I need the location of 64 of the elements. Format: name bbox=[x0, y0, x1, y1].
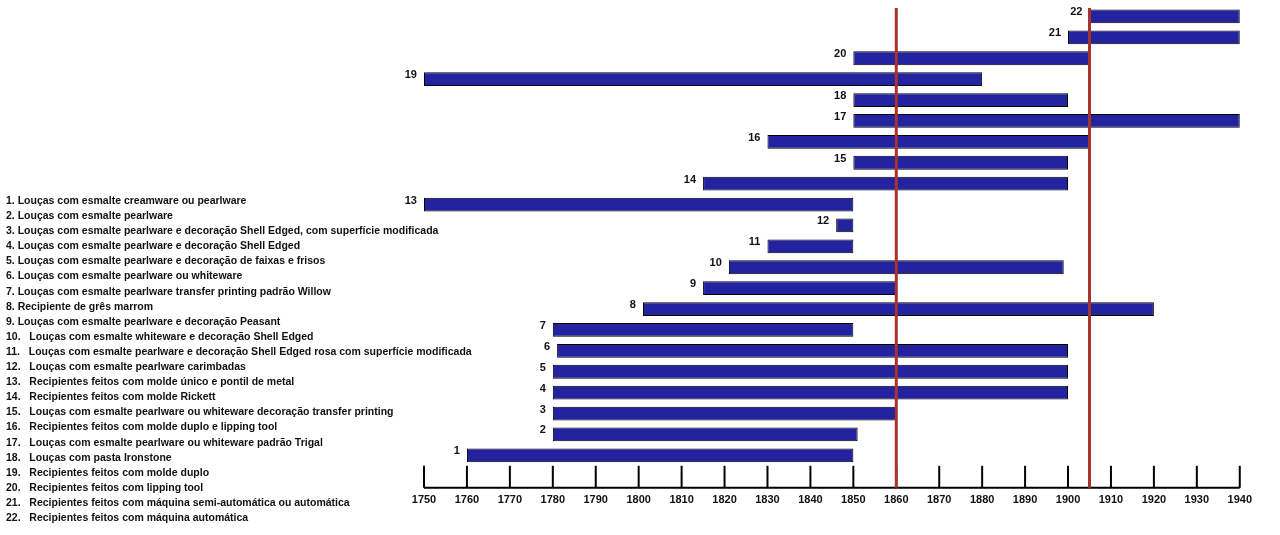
x-tick-label: 1860 bbox=[884, 493, 909, 506]
y-tick-label: 2 bbox=[539, 423, 546, 436]
y-tick-label: 15 bbox=[834, 151, 847, 164]
text: 7. Louças com esmalte pearlware transfer printing padrão Willow bbox=[6, 283, 332, 299]
text: 6. Louças com esmalte pearlware ou whiteware bbox=[6, 268, 244, 284]
text: 1. Louças com esmalte creamware ou pearlware bbox=[6, 194, 247, 206]
y-tick-label: 1 bbox=[453, 444, 460, 457]
y-tick-label: 5 bbox=[539, 360, 546, 373]
text: 10. Louças com esmalte whiteware e decoração Shell Edged bbox=[6, 328, 315, 344]
text: 17. Louças com esmalte pearlware ou whiteware padrão Trigal bbox=[6, 435, 323, 448]
annotation: 3. Louças com esmalte pearlware e decoração Shell Edged, com superfície modificada bbox=[6, 223, 440, 239]
y-tick-label: 8 bbox=[629, 298, 636, 311]
annotation: 11. Louças com esmalte pearlware e decoração Shell Edged rosa com superfície modificada bbox=[6, 343, 472, 359]
x-tick-label: 1840 bbox=[798, 493, 823, 506]
x-tick-label: 1880 bbox=[969, 493, 995, 506]
x-tick-label: 1790 bbox=[583, 493, 608, 506]
x-tick-label: 1800 bbox=[626, 493, 651, 506]
x-tick-label: 1760 bbox=[454, 493, 480, 506]
text: 20. Recipientes feitos com lipping tool bbox=[6, 479, 205, 495]
y-tick-label: 6 bbox=[543, 339, 551, 352]
y-tick-label: 22 bbox=[1070, 5, 1083, 18]
y-tick-label: 21 bbox=[1048, 26, 1062, 39]
x-tick-label: 1820 bbox=[712, 493, 737, 506]
text: 12. Louças com esmalte pearlware carimbadas bbox=[6, 359, 247, 375]
y-tick-label: 7 bbox=[539, 318, 546, 331]
x-tick-label: 1930 bbox=[1184, 493, 1210, 506]
text: 8. Recipiente de grês marrom bbox=[6, 298, 155, 314]
y-tick-label: 11 bbox=[748, 235, 761, 248]
x-tick-label: 1780 bbox=[540, 493, 566, 506]
x-tick-label: 1890 bbox=[1012, 493, 1038, 506]
text: 5. Louças com esmalte pearlware e decoração de faixas e frisos bbox=[6, 253, 327, 269]
text: 21. Recipientes feitos com máquina semi-automática ou automática bbox=[6, 495, 350, 508]
x-tick-label: 1750 bbox=[411, 493, 437, 506]
y-tick-label: 4 bbox=[539, 381, 547, 394]
y-tick-label: 14 bbox=[683, 172, 697, 185]
x-tick-label: 1850 bbox=[841, 493, 866, 506]
y-tick-label: 19 bbox=[404, 68, 417, 81]
text: 14. Recipientes feitos com molde Rickett bbox=[6, 389, 217, 405]
text: 13. Recipientes feitos com molde único e pontil de metal bbox=[6, 374, 296, 390]
y-tick-label: 9 bbox=[689, 277, 697, 290]
y-tick-label: 3 bbox=[539, 402, 546, 415]
text: 2. Louças com esmalte pearlware bbox=[6, 208, 174, 224]
y-tick-label: 18 bbox=[834, 89, 847, 102]
x-tick-label: 1910 bbox=[1098, 493, 1124, 506]
text: 18. Louças com pasta Ironstone bbox=[6, 450, 172, 463]
text: 16. Recipientes feitos com molde duplo e lipping tool bbox=[6, 419, 279, 435]
y-tick-label: 16 bbox=[748, 130, 761, 143]
x-tick-label: 1810 bbox=[669, 493, 694, 506]
x-tick-label: 1870 bbox=[926, 493, 952, 506]
y-tick-label: 12 bbox=[816, 214, 830, 227]
text: 4. Louças com esmalte pearlware e decoração Shell Edged bbox=[6, 238, 302, 254]
x-tick-label: 1830 bbox=[755, 493, 780, 506]
text: 19. Recipientes feitos com molde duplo bbox=[6, 464, 211, 480]
y-tick-label: 17 bbox=[834, 109, 847, 122]
text: 9. Louças com esmalte pearlware e decoração Peasant bbox=[6, 313, 282, 329]
x-tick-label: 1770 bbox=[497, 493, 523, 506]
text: 22. Recipientes feitos com máquina automática bbox=[6, 509, 250, 525]
x-tick-label: 1920 bbox=[1141, 493, 1167, 506]
y-tick-label: 10 bbox=[709, 256, 722, 269]
text: 15. Louças com esmalte pearlware ou whiteware decoração transfer printing bbox=[6, 404, 395, 420]
x-tick-label: 1940 bbox=[1227, 493, 1253, 506]
y-tick-label: 13 bbox=[404, 193, 417, 206]
y-tick-label: 20 bbox=[834, 47, 847, 60]
x-tick-label: 1900 bbox=[1055, 493, 1081, 506]
